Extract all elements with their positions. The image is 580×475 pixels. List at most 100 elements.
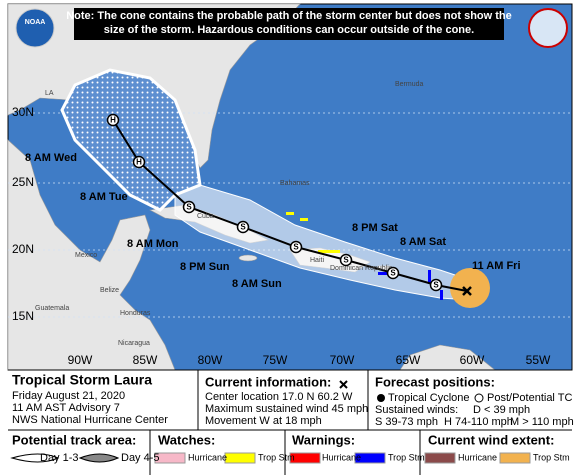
map-label: Honduras — [120, 310, 151, 317]
current-heading: Current information: — [205, 374, 331, 389]
track-point — [289, 240, 303, 254]
track-label: 8 AM Sat — [400, 236, 446, 248]
storm-title: Tropical Storm Laura — [12, 372, 152, 388]
wind-s: S 39-73 mph — [375, 416, 438, 428]
track-point — [132, 155, 146, 169]
watches-heading: Watches: — [158, 432, 215, 447]
x-mark — [339, 380, 348, 389]
track-point — [182, 200, 196, 214]
track-point — [386, 266, 400, 280]
wind-trop: Trop Stm — [533, 452, 570, 462]
wind-h: H 74-110 mph — [444, 416, 513, 428]
jamaica — [238, 254, 258, 262]
longitude-label: 70W — [330, 353, 355, 367]
track-label: 11 AM Fri — [472, 260, 521, 272]
tc-symbol — [377, 394, 385, 402]
swatch-warning-hurricane — [289, 452, 321, 464]
current-info-x — [339, 380, 348, 389]
swatch-watch-hurricane — [154, 452, 186, 464]
watch-trop — [318, 250, 340, 253]
day13-label: Day 1-3 — [40, 452, 79, 464]
noaa-logo — [15, 8, 55, 48]
map-label: Guatemala — [35, 305, 69, 312]
track-point — [106, 113, 120, 127]
map-label: Haiti — [310, 257, 324, 264]
swatch-wind-trop — [499, 452, 531, 464]
watch-hurricane: Hurricane — [188, 452, 227, 462]
track-label: 8 AM Mon — [127, 238, 179, 250]
day45-label: Day 4-5 — [121, 452, 160, 464]
track-point — [236, 220, 250, 234]
winds-heading: Sustained winds: — [375, 404, 458, 416]
track-symbol: S — [240, 223, 246, 232]
swatch-warning-trop — [354, 452, 386, 464]
logo-text: NOAA — [25, 19, 46, 26]
swatch-day-1-3 — [10, 453, 60, 463]
track-point — [339, 253, 353, 267]
storm-advisory: 11 AM AST Advisory 7 — [12, 402, 120, 414]
map-label: LA — [45, 90, 54, 97]
longitude-label: 90W — [68, 353, 93, 367]
watch-trop — [300, 218, 308, 221]
map-label: Dominican Republic — [330, 265, 393, 272]
latitude-label: 30N — [12, 105, 34, 119]
track-symbol: S — [293, 243, 299, 252]
cone-day-4-5 — [60, 68, 202, 212]
map-label: Bermuda — [395, 81, 424, 88]
current-location: Center location 17.0 N 60.2 W — [205, 391, 353, 403]
map-label: Mexico — [75, 252, 97, 259]
watches-warnings — [286, 212, 443, 300]
wind-m: M > 110 mph — [510, 416, 574, 428]
track-symbol: S — [343, 256, 349, 265]
graticule — [8, 112, 572, 318]
current-position — [462, 286, 472, 296]
map-label: Nicaragua — [118, 340, 150, 347]
storm-center: NWS National Hurricane Center — [12, 414, 168, 426]
watch-trop — [286, 212, 294, 215]
track-symbol: H — [136, 158, 142, 167]
track-label: 8 AM Sun — [232, 278, 282, 290]
nws-logo — [528, 8, 568, 48]
wind-hurricane: Hurricane — [458, 452, 497, 462]
track-label: 8 PM Sat — [352, 222, 398, 234]
map-label: Cuba — [197, 213, 214, 220]
longitude-label: 75W — [263, 353, 288, 367]
note-box — [74, 8, 504, 40]
swatch-wind-hurricane — [424, 452, 456, 464]
track-label: 8 AM Wed — [25, 152, 77, 164]
latitude-label: 25N — [12, 175, 34, 189]
track-symbol: H — [110, 116, 116, 125]
current-wind: Maximum sustained wind 45 mph — [205, 403, 368, 415]
track-symbol: S — [390, 269, 396, 278]
forecast-heading: Forecast positions: — [375, 374, 495, 389]
wind-heading: Current wind extent: — [428, 432, 554, 447]
longitude-label: 80W — [198, 353, 223, 367]
swatch-day-4-5 — [78, 453, 120, 463]
longitude-label: 60W — [460, 353, 485, 367]
forecast-tc: Tropical Cyclone — [388, 392, 470, 404]
warning-trop — [378, 272, 392, 275]
track-label: 8 PM Sun — [180, 261, 230, 273]
warning-trop — [428, 270, 431, 284]
storm-date: Friday August 21, 2020 — [12, 390, 125, 402]
latitude-label: 15N — [12, 309, 34, 323]
map-label: Bahamas — [280, 180, 310, 187]
current-movement: Movement W at 18 mph — [205, 415, 322, 427]
warning-trop — [440, 290, 443, 300]
watch-trop: Trop Stm — [258, 452, 295, 462]
track-label: 8 AM Tue — [80, 191, 128, 203]
track-point — [429, 278, 443, 292]
warnings-heading: Warnings: — [292, 432, 355, 447]
latitude-label: 20N — [12, 242, 34, 256]
warning-trop: Trop Stm — [388, 452, 425, 462]
track-symbol: S — [186, 203, 192, 212]
swatch-watch-trop — [224, 452, 256, 464]
track-heading: Potential track area: — [12, 432, 136, 447]
track-symbol: S — [433, 281, 439, 290]
longitude-label: 55W — [526, 353, 551, 367]
x-mark — [462, 286, 472, 296]
note: Note: The cone contains the probable pat… — [66, 10, 512, 36]
forecast-post: Post/Potential TC — [487, 392, 572, 404]
central-america — [7, 139, 176, 371]
